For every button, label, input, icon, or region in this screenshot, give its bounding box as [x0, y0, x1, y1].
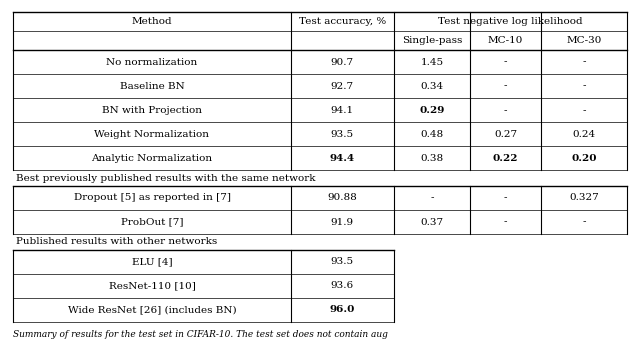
Text: Test negative log likelihood: Test negative log likelihood: [438, 17, 582, 26]
Text: Test accuracy, %: Test accuracy, %: [299, 17, 386, 26]
Text: Best previously published results with the same network: Best previously published results with t…: [16, 174, 316, 183]
Text: Baseline BN: Baseline BN: [120, 82, 184, 91]
Text: -: -: [504, 218, 508, 226]
Text: 96.0: 96.0: [330, 305, 355, 314]
Text: -: -: [504, 58, 508, 66]
Text: 93.5: 93.5: [331, 257, 354, 266]
Text: Dropout [5] as reported in [7]: Dropout [5] as reported in [7]: [74, 194, 230, 202]
Text: -: -: [582, 58, 586, 66]
Text: ELU [4]: ELU [4]: [132, 257, 172, 266]
Text: MC-10: MC-10: [488, 36, 524, 45]
Text: 0.48: 0.48: [420, 130, 444, 139]
Text: 0.24: 0.24: [572, 130, 596, 139]
Text: -: -: [504, 82, 508, 91]
Text: 94.1: 94.1: [331, 106, 354, 115]
Text: ProbOut [7]: ProbOut [7]: [121, 218, 183, 226]
Text: Wide ResNet [26] (includes BN): Wide ResNet [26] (includes BN): [68, 305, 236, 314]
Text: Published results with other networks: Published results with other networks: [16, 237, 217, 246]
Text: 93.6: 93.6: [331, 281, 354, 290]
Text: 0.37: 0.37: [420, 218, 444, 226]
Text: 0.38: 0.38: [420, 154, 444, 163]
Text: Method: Method: [132, 17, 172, 26]
Text: No normalization: No normalization: [106, 58, 198, 66]
Text: 0.27: 0.27: [494, 130, 517, 139]
Text: 92.7: 92.7: [331, 82, 354, 91]
Text: ResNet-110 [10]: ResNet-110 [10]: [109, 281, 195, 290]
Text: -: -: [430, 194, 434, 202]
Text: 90.88: 90.88: [328, 194, 357, 202]
Text: 0.20: 0.20: [572, 154, 596, 163]
Text: Analytic Normalization: Analytic Normalization: [92, 154, 212, 163]
Text: -: -: [504, 194, 508, 202]
Text: 0.327: 0.327: [569, 194, 599, 202]
Text: 93.5: 93.5: [331, 130, 354, 139]
Text: 91.9: 91.9: [331, 218, 354, 226]
Text: Weight Normalization: Weight Normalization: [95, 130, 209, 139]
Text: BN with Projection: BN with Projection: [102, 106, 202, 115]
Text: Single-pass: Single-pass: [402, 36, 462, 45]
Text: 0.29: 0.29: [419, 106, 445, 115]
Text: Summary of results for the test set in CIFAR-10. The test set does not contain a: Summary of results for the test set in C…: [13, 330, 388, 339]
Text: MC-30: MC-30: [566, 36, 602, 45]
Text: -: -: [582, 218, 586, 226]
Text: 0.34: 0.34: [420, 82, 444, 91]
Text: 0.22: 0.22: [493, 154, 518, 163]
Text: 1.45: 1.45: [420, 58, 444, 66]
Text: 94.4: 94.4: [330, 154, 355, 163]
Text: -: -: [582, 82, 586, 91]
Text: -: -: [582, 106, 586, 115]
Text: 90.7: 90.7: [331, 58, 354, 66]
Text: -: -: [504, 106, 508, 115]
